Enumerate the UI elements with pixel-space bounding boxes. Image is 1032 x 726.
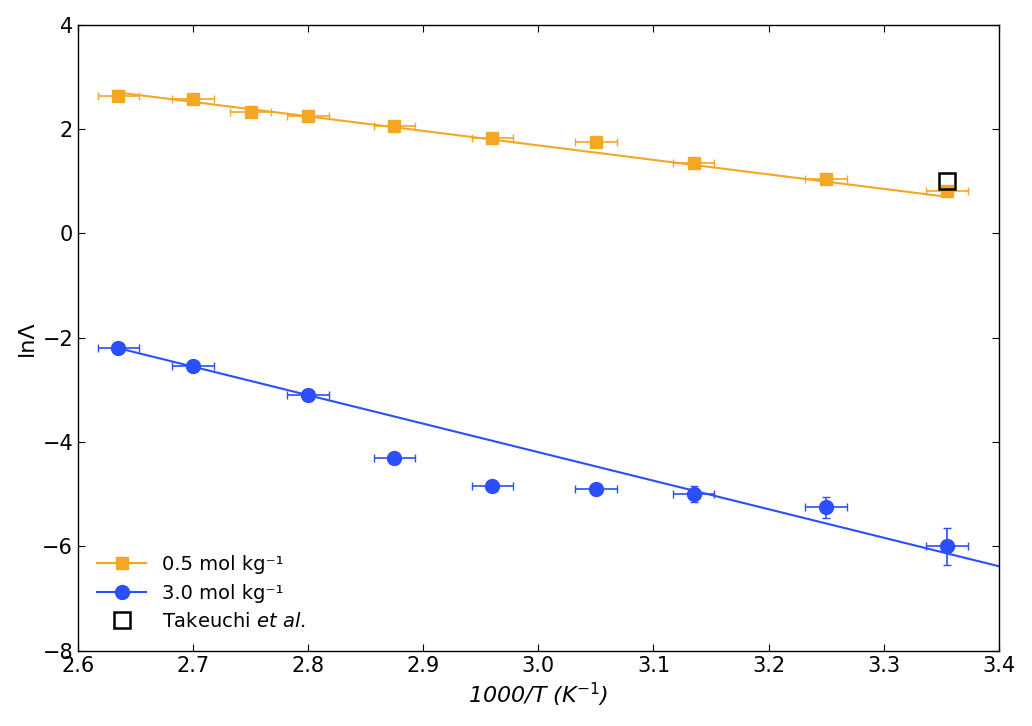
Legend: 0.5 mol kg⁻¹, 3.0 mol kg⁻¹, Takeuchi $et\ al.$: 0.5 mol kg⁻¹, 3.0 mol kg⁻¹, Takeuchi $et… (88, 545, 315, 641)
X-axis label: 1000/$T$ (K$^{-1}$): 1000/$T$ (K$^{-1}$) (469, 681, 609, 709)
Y-axis label: lnΛ: lnΛ (17, 320, 37, 356)
